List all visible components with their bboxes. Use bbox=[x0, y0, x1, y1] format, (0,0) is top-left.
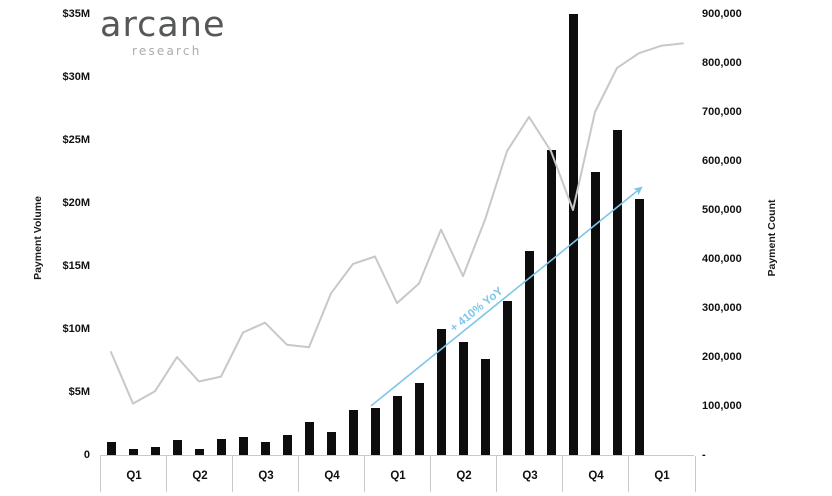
x-tick-label: Q3 bbox=[258, 470, 274, 482]
x-axis-group-q3-2: Q3 bbox=[232, 456, 299, 492]
y-tick-right: 700,000 bbox=[702, 106, 742, 118]
x-axis-group-q3-6: Q3 bbox=[496, 456, 563, 492]
bar bbox=[392, 395, 402, 455]
x-tick-label: Q1 bbox=[654, 470, 670, 482]
y-tick-right: 300,000 bbox=[702, 302, 742, 314]
bar bbox=[524, 250, 534, 455]
bar bbox=[546, 150, 556, 455]
bar bbox=[150, 447, 160, 455]
x-axis-group-q4-3: Q4 bbox=[298, 456, 365, 492]
y-tick-left: $15M bbox=[62, 260, 90, 272]
y-tick-left: $5M bbox=[68, 386, 90, 398]
bar bbox=[634, 199, 644, 455]
x-axis-group-q1-4: Q1 bbox=[364, 456, 431, 492]
line-and-annotation-overlay bbox=[110, 42, 684, 407]
x-tick-label: Q2 bbox=[456, 470, 472, 482]
bar bbox=[238, 437, 248, 455]
y-tick-left: $25M bbox=[62, 134, 90, 146]
line-series-payment-count bbox=[110, 42, 684, 405]
y-tick-right: 800,000 bbox=[702, 57, 742, 69]
bar bbox=[590, 171, 600, 455]
x-axis-group-q2-1: Q2 bbox=[166, 456, 233, 492]
x-tick-label: Q4 bbox=[588, 470, 604, 482]
bar bbox=[348, 409, 358, 455]
logo-wordmark: arcane bbox=[100, 5, 226, 45]
bar bbox=[216, 438, 226, 455]
yoy-trend-arrow bbox=[370, 186, 643, 407]
x-tick-label: Q1 bbox=[390, 470, 406, 482]
y-tick-left: $20M bbox=[62, 197, 90, 209]
arcane-research-logo: arcane research bbox=[100, 8, 290, 60]
y-tick-right: 400,000 bbox=[702, 253, 742, 265]
y-tick-right: - bbox=[702, 449, 706, 461]
bar bbox=[194, 448, 204, 455]
bar bbox=[436, 329, 446, 455]
y-tick-right: 600,000 bbox=[702, 155, 742, 167]
bar bbox=[106, 442, 116, 455]
x-tick-label: Q2 bbox=[192, 470, 208, 482]
x-axis-group-q1-0: Q1 bbox=[100, 456, 167, 492]
y-tick-right: 500,000 bbox=[702, 204, 742, 216]
y-tick-right: 900,000 bbox=[702, 8, 742, 20]
x-tick-label: Q1 bbox=[126, 470, 142, 482]
x-axis-group-q2-5: Q2 bbox=[430, 456, 497, 492]
x-tick-label: Q3 bbox=[522, 470, 538, 482]
x-tick-label: Q4 bbox=[324, 470, 340, 482]
plot-area bbox=[100, 14, 694, 455]
bar bbox=[370, 408, 380, 455]
x-axis-labels: Q1 Q2 Q3 Q4 Q1 Q2 Q3 Q4 Q1 bbox=[100, 455, 696, 492]
bar bbox=[568, 14, 578, 455]
bar bbox=[612, 129, 622, 455]
bar bbox=[282, 434, 292, 455]
bar bbox=[458, 341, 468, 455]
x-axis-group-q4-7: Q4 bbox=[562, 456, 629, 492]
bar bbox=[480, 359, 490, 455]
bar bbox=[260, 442, 270, 455]
logo-tagline: research bbox=[132, 44, 202, 58]
bar bbox=[326, 432, 336, 455]
bar bbox=[304, 422, 314, 455]
y-tick-left: $35M bbox=[62, 8, 90, 20]
y-axis-right-title: Payment Count bbox=[766, 199, 778, 277]
bar bbox=[128, 449, 138, 455]
bar bbox=[502, 301, 512, 455]
x-axis-group-q1-8: Q1 bbox=[628, 456, 696, 492]
bar bbox=[414, 383, 424, 455]
y-tick-right: 100,000 bbox=[702, 400, 742, 412]
bar bbox=[172, 439, 182, 455]
y-tick-left: $30M bbox=[62, 71, 90, 83]
y-tick-left: $10M bbox=[62, 323, 90, 335]
y-tick-right: 200,000 bbox=[702, 351, 742, 363]
y-tick-left: 0 bbox=[83, 449, 90, 461]
y-axis-left-title: Payment Volume bbox=[32, 196, 44, 280]
